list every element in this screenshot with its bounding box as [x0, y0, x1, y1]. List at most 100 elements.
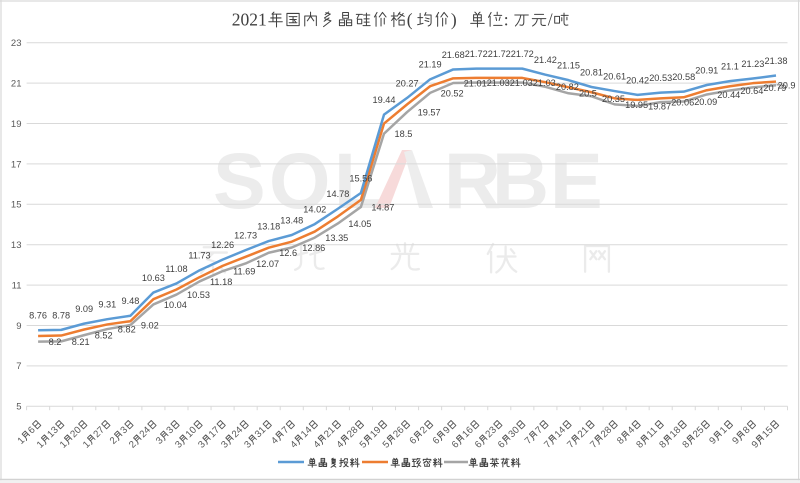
svg-text:7: 7: [588, 439, 600, 451]
svg-text:6: 6: [431, 435, 443, 447]
svg-text:20.44: 20.44: [717, 90, 740, 100]
svg-text:3: 3: [118, 425, 130, 437]
svg-text:9.02: 9.02: [141, 320, 159, 330]
svg-text:21.01: 21.01: [464, 78, 487, 88]
svg-text:20.81: 20.81: [580, 67, 603, 77]
svg-text:B: B: [492, 136, 549, 225]
svg-text:13.18: 13.18: [257, 222, 280, 232]
svg-text:8: 8: [657, 439, 669, 451]
svg-text:6: 6: [408, 435, 420, 447]
svg-text:3: 3: [196, 439, 208, 451]
svg-text:9.09: 9.09: [75, 304, 93, 314]
svg-text:15: 15: [11, 200, 22, 211]
svg-text:7: 7: [16, 361, 21, 372]
svg-text:S: S: [213, 136, 266, 225]
svg-text:21.1: 21.1: [721, 62, 739, 72]
svg-text:20.58: 20.58: [672, 72, 695, 82]
svg-text:7: 7: [523, 435, 535, 447]
svg-text:21.42: 21.42: [534, 55, 557, 65]
svg-text:18.5: 18.5: [395, 129, 413, 139]
svg-text:10.53: 10.53: [187, 290, 210, 300]
svg-text:): ): [451, 10, 457, 30]
svg-text:(: (: [407, 10, 413, 30]
svg-text:14.02: 14.02: [303, 205, 326, 215]
svg-text:21.19: 21.19: [419, 60, 442, 70]
svg-text:8.52: 8.52: [95, 331, 113, 341]
svg-text:2021: 2021: [232, 10, 267, 30]
svg-text:6: 6: [473, 439, 485, 451]
svg-text:2: 2: [108, 435, 120, 447]
svg-text:20.9: 20.9: [778, 81, 796, 91]
svg-text:11.73: 11.73: [188, 251, 210, 261]
svg-text:20.5: 20.5: [579, 89, 597, 99]
svg-text:21.72: 21.72: [465, 49, 488, 59]
svg-text:1: 1: [718, 425, 730, 437]
svg-text:8.82: 8.82: [118, 325, 136, 335]
svg-text:8: 8: [615, 435, 627, 447]
svg-text:10.04: 10.04: [164, 300, 187, 310]
svg-text:8: 8: [634, 439, 646, 451]
svg-text:1: 1: [81, 439, 93, 451]
svg-text:12.07: 12.07: [256, 259, 279, 269]
svg-text:5: 5: [381, 439, 393, 451]
svg-text:13.35: 13.35: [325, 233, 348, 243]
svg-text:6: 6: [496, 439, 508, 451]
svg-text:2: 2: [418, 425, 430, 437]
svg-text:3: 3: [173, 439, 185, 451]
svg-text:15.56: 15.56: [349, 173, 372, 183]
svg-text:8.76: 8.76: [29, 311, 47, 321]
svg-text:19.44: 19.44: [373, 95, 396, 105]
svg-text:7: 7: [565, 439, 577, 451]
svg-text:13: 13: [11, 240, 22, 251]
svg-text:21.68: 21.68: [442, 50, 465, 60]
svg-text:21.23: 21.23: [741, 59, 764, 69]
svg-text:12.6: 12.6: [279, 248, 297, 258]
svg-text:19: 19: [11, 119, 22, 130]
svg-text:3: 3: [242, 439, 254, 451]
svg-text:19.87: 19.87: [648, 101, 671, 111]
svg-text:17: 17: [11, 159, 22, 170]
svg-text:5: 5: [358, 439, 370, 451]
svg-text:8.2: 8.2: [49, 337, 62, 347]
svg-text:6: 6: [26, 425, 38, 437]
svg-text:9.48: 9.48: [121, 296, 139, 306]
svg-text:20.61: 20.61: [603, 72, 626, 82]
svg-text:9: 9: [16, 321, 21, 332]
svg-text:R: R: [444, 136, 501, 225]
svg-text:20.52: 20.52: [441, 88, 464, 98]
svg-text:20.35: 20.35: [602, 94, 625, 104]
svg-text:O: O: [269, 136, 330, 225]
svg-text:10.63: 10.63: [142, 273, 165, 283]
svg-text:23: 23: [11, 38, 22, 49]
svg-text:20.53: 20.53: [649, 73, 672, 83]
svg-text:12.26: 12.26: [211, 240, 234, 250]
svg-text:14.05: 14.05: [348, 219, 371, 229]
svg-text:9.31: 9.31: [98, 300, 116, 310]
svg-text:7: 7: [542, 439, 554, 451]
svg-text:21.03: 21.03: [533, 78, 556, 88]
svg-text:3: 3: [219, 439, 231, 451]
svg-text:19.57: 19.57: [418, 107, 441, 117]
svg-text:11: 11: [12, 281, 22, 292]
svg-text:8.78: 8.78: [52, 310, 70, 320]
svg-text:14.78: 14.78: [326, 189, 349, 199]
svg-text:5: 5: [16, 402, 21, 413]
svg-text:21.72: 21.72: [511, 49, 534, 59]
svg-text:21: 21: [11, 79, 22, 90]
svg-text:6: 6: [450, 439, 462, 451]
svg-text:7: 7: [533, 425, 545, 437]
svg-text:7: 7: [280, 425, 292, 437]
svg-text:9: 9: [441, 425, 453, 437]
svg-text:11.18: 11.18: [210, 277, 232, 287]
svg-text:21.72: 21.72: [488, 49, 511, 59]
svg-text:1: 1: [16, 435, 28, 447]
svg-text:12.73: 12.73: [234, 231, 257, 241]
svg-text:9: 9: [730, 435, 742, 447]
svg-text:8.21: 8.21: [72, 337, 90, 347]
svg-text:8: 8: [680, 439, 692, 451]
svg-text:21.03: 21.03: [487, 78, 510, 88]
svg-text:14.87: 14.87: [371, 202, 394, 212]
svg-text:21.15: 21.15: [557, 61, 580, 71]
svg-text:21.03: 21.03: [510, 78, 533, 88]
svg-text:20.64: 20.64: [740, 86, 763, 96]
